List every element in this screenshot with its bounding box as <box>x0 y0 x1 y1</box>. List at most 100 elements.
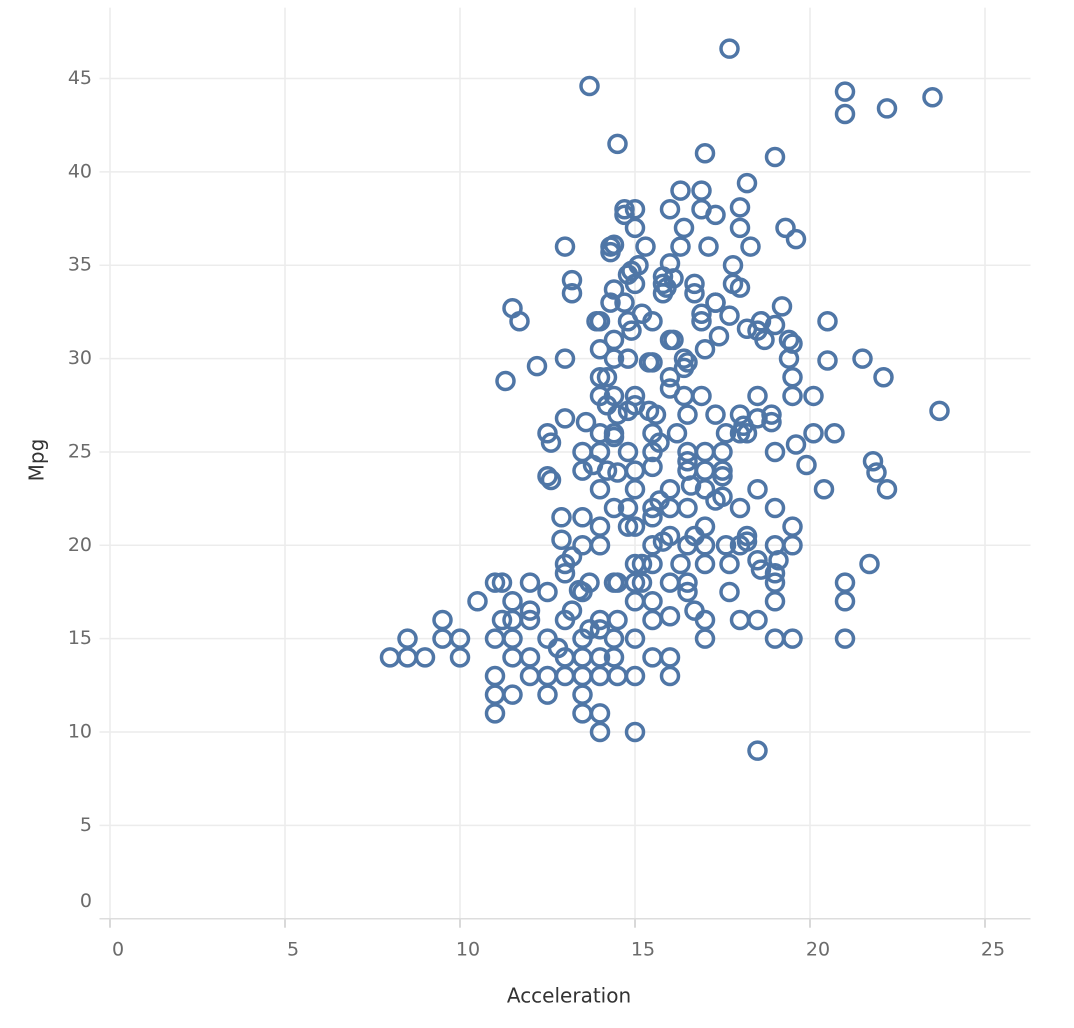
point <box>579 75 600 97</box>
point <box>736 423 758 444</box>
point <box>603 647 625 668</box>
point <box>813 479 835 500</box>
point <box>729 404 751 425</box>
point <box>624 665 646 687</box>
point <box>866 462 887 483</box>
point <box>589 665 611 687</box>
point <box>502 609 523 631</box>
point <box>603 497 625 519</box>
point <box>694 516 716 537</box>
point <box>554 563 576 584</box>
point <box>624 479 646 500</box>
point <box>540 469 562 491</box>
point <box>484 665 506 687</box>
point <box>761 411 782 433</box>
point <box>554 408 576 429</box>
point <box>589 721 611 743</box>
point <box>782 333 803 354</box>
point <box>537 665 558 687</box>
point <box>929 400 950 422</box>
point <box>589 535 611 556</box>
point <box>635 236 656 257</box>
point <box>670 553 691 575</box>
point <box>705 404 726 425</box>
point <box>603 426 625 448</box>
point <box>659 367 681 388</box>
point <box>677 581 698 603</box>
point <box>747 740 768 761</box>
point <box>624 273 646 295</box>
point <box>537 465 558 487</box>
point <box>617 348 639 369</box>
point <box>484 703 506 724</box>
point <box>803 423 824 444</box>
point <box>617 516 639 537</box>
point <box>642 609 663 631</box>
point <box>624 628 646 649</box>
point <box>719 305 740 326</box>
point <box>747 479 768 500</box>
point <box>397 647 418 668</box>
point <box>561 546 583 567</box>
point <box>834 81 856 102</box>
point <box>698 236 719 257</box>
point <box>589 703 611 724</box>
point <box>624 721 646 743</box>
point <box>519 600 541 621</box>
point <box>712 465 733 487</box>
point <box>652 273 674 295</box>
point <box>397 628 418 649</box>
point <box>572 684 593 705</box>
point <box>467 591 488 612</box>
point <box>526 355 548 377</box>
point <box>729 197 751 218</box>
point <box>659 525 681 547</box>
point <box>659 198 681 220</box>
point <box>673 385 695 407</box>
point <box>659 605 681 627</box>
point <box>572 665 593 687</box>
point <box>817 350 838 371</box>
point <box>617 441 639 463</box>
point <box>624 516 646 537</box>
point <box>624 385 646 407</box>
x-tick-label: 10 <box>456 939 480 961</box>
point <box>484 572 506 593</box>
point <box>600 292 621 313</box>
point <box>785 434 807 455</box>
point <box>747 385 768 407</box>
x-tick-label: 5 <box>287 939 299 961</box>
point <box>729 497 751 519</box>
point <box>834 103 856 125</box>
point <box>715 423 737 444</box>
point <box>537 684 558 705</box>
point <box>575 411 597 433</box>
x-tick-label: 20 <box>806 939 830 961</box>
point <box>631 553 653 575</box>
point <box>684 600 705 621</box>
point <box>691 180 712 201</box>
point <box>659 572 681 593</box>
point <box>764 314 786 336</box>
point <box>677 404 698 425</box>
point <box>824 423 845 444</box>
point <box>589 516 611 537</box>
point <box>502 684 523 705</box>
point <box>449 647 471 668</box>
point <box>624 217 646 239</box>
y-tick-label: 20 <box>68 534 92 556</box>
point <box>694 553 716 575</box>
point <box>614 292 635 313</box>
point <box>775 217 796 239</box>
point <box>589 339 611 360</box>
y-tick-label: 40 <box>68 160 92 182</box>
y-axis-label: Mpg <box>25 439 49 482</box>
point <box>491 609 513 631</box>
point <box>736 172 758 194</box>
point <box>747 609 768 631</box>
point <box>495 370 516 392</box>
point <box>834 572 856 593</box>
point <box>502 647 523 668</box>
point <box>551 529 572 550</box>
